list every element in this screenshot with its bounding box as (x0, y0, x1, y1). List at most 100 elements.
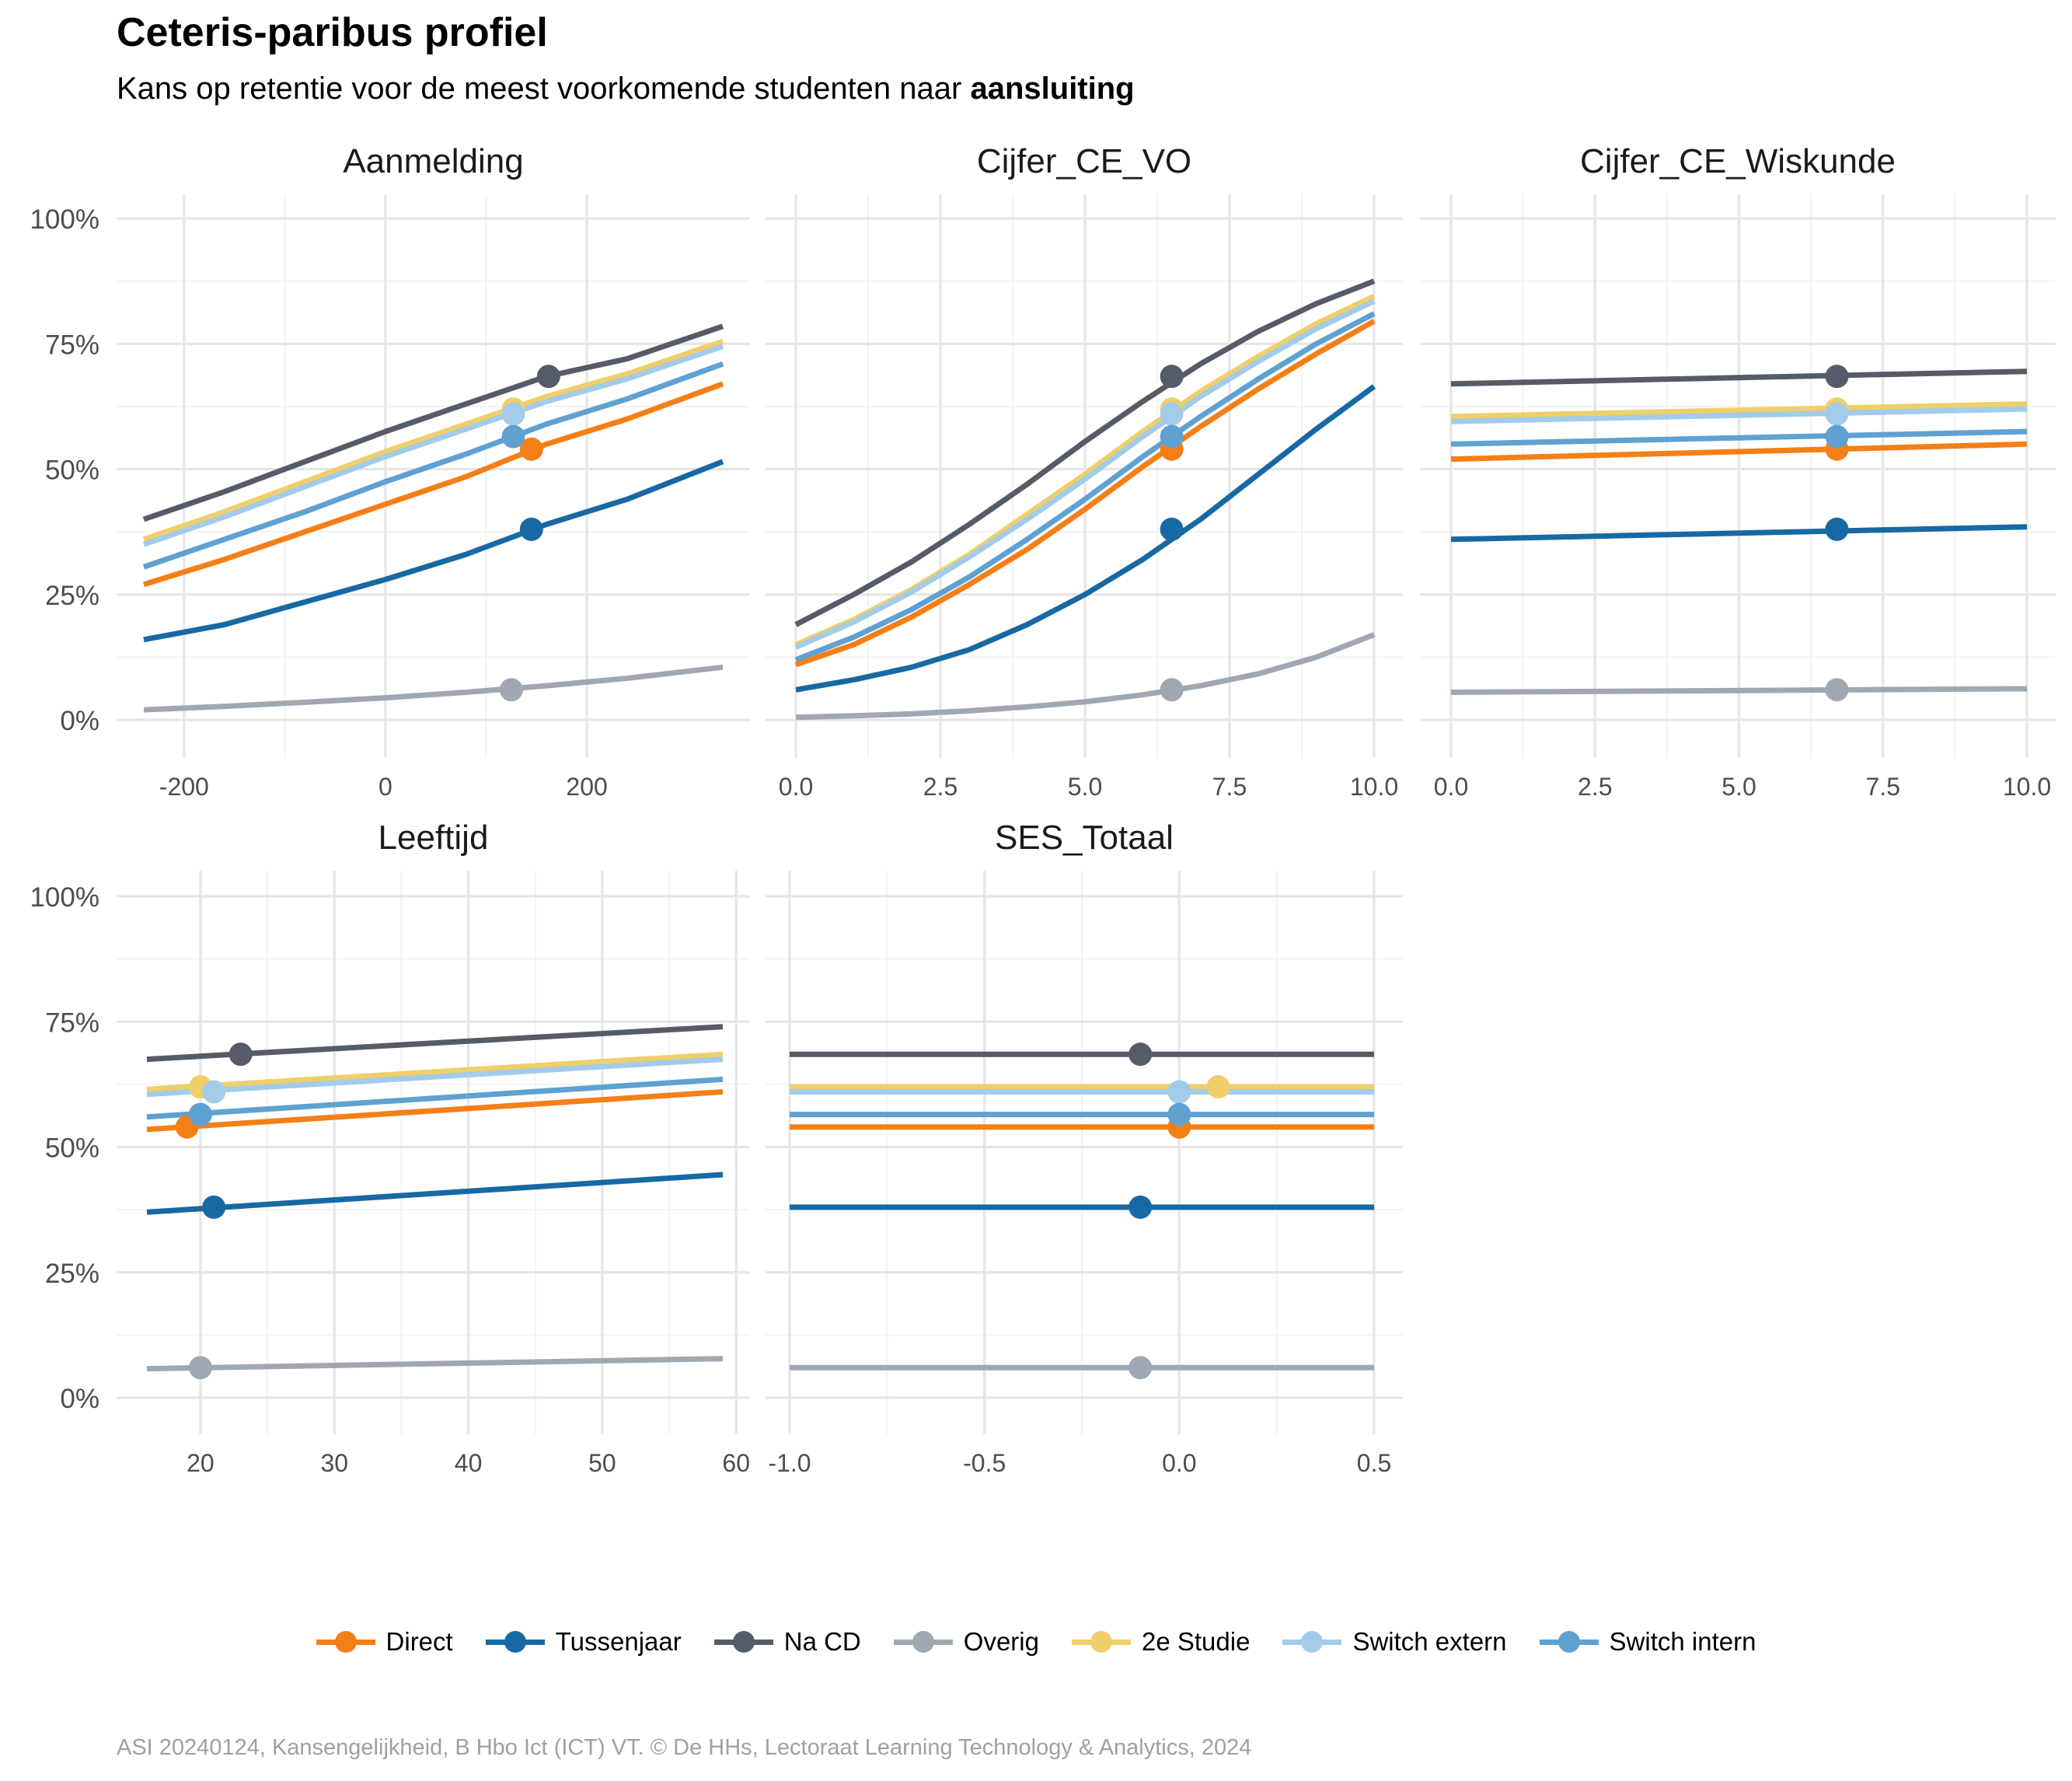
series-line-switch-intern (1450, 428, 2028, 447)
x-tick-label: 50 (588, 1449, 616, 1477)
facet-chart: Aanmelding 0% 25% 50% 75% 100% -200 0 200 Cijfer_… (30, 142, 2056, 1477)
point-switch-intern (188, 1102, 212, 1126)
legend-item-switch-extern: Switch extern (1282, 1626, 1507, 1657)
legend-label: Tussenjaar (555, 1627, 682, 1656)
legend-label: Switch extern (1352, 1627, 1507, 1656)
x-tick-label: 0 (378, 773, 392, 801)
x-tick-label: 10.0 (2003, 773, 2051, 801)
panel-aanmelding: Aanmelding 0% 25% 50% 75% 100% -200 0 200 (30, 142, 750, 801)
point-tussenjaar (1128, 1195, 1153, 1219)
x-tick-label: 0.0 (1434, 773, 1468, 801)
point-na-cd (228, 1042, 253, 1067)
point-tussenjaar (202, 1195, 226, 1219)
point-switch-intern (1160, 424, 1184, 449)
legend-item-switch-intern: Switch intern (1539, 1626, 1756, 1657)
point-tussenjaar (1825, 517, 1849, 541)
panel-title: Cijfer_CE_Wiskunde (1580, 142, 1896, 180)
panel-title: SES_Totaal (995, 819, 1174, 857)
x-tick-label: 30 (320, 1449, 348, 1477)
caption: ASI 20240124, Kansengelijkheid, B Hbo Ic… (117, 1735, 1252, 1760)
x-tick-label: 2.5 (923, 773, 958, 801)
point-overig (188, 1356, 212, 1380)
point-switch-extern (1160, 402, 1184, 426)
y-tick-label: 100% (30, 882, 99, 913)
series-line-switch-extern (146, 1056, 724, 1098)
point-switch-extern (501, 402, 525, 426)
series-line-direct (1450, 441, 2028, 463)
point-direct (519, 437, 543, 461)
legend-key (1539, 1626, 1599, 1657)
x-tick-label: 2.5 (1578, 773, 1612, 801)
point-na-cd (1128, 1042, 1153, 1067)
legend-item-tussenjaar: Tussenjaar (485, 1626, 682, 1657)
panel-cijfer-ce-wiskunde: Cijfer_CE_Wiskunde 0.0 2.5 5.0 7.5 10.0 (1420, 142, 2056, 801)
series-line-2e-studie (142, 338, 724, 543)
point-tussenjaar (1160, 517, 1184, 541)
y-tick-label: 75% (45, 1007, 99, 1038)
series-line-switch-intern (794, 311, 1376, 662)
point-switch-extern (1825, 402, 1849, 426)
series-line-overig (146, 1356, 724, 1372)
series-line-direct (142, 381, 724, 588)
y-tick-label: 0% (60, 1384, 99, 1414)
point-na-cd (1160, 365, 1184, 389)
y-tick-label: 100% (30, 204, 99, 235)
y-tick-label: 50% (45, 456, 99, 486)
panel-leeftijd: Leeftijd 0% 25% 50% 75% 100% 20 30 40 50 60 (30, 819, 750, 1477)
legend-key (893, 1626, 953, 1657)
x-tick-label: 5.0 (1721, 773, 1756, 801)
chart-subtitle: Kans op retentie voor de meest voorkomen… (117, 72, 1135, 107)
series-line-na-cd (1450, 368, 2028, 387)
x-tick-label: 5.0 (1068, 773, 1102, 801)
series-line-tussenjaar (143, 459, 724, 643)
point-switch-intern (1825, 424, 1849, 449)
x-tick-label: -0.5 (963, 1449, 1006, 1477)
series-line-overig (143, 664, 724, 713)
legend-key (1282, 1626, 1342, 1657)
x-tick-label: 0.0 (779, 773, 813, 801)
legend-label: Switch intern (1609, 1627, 1756, 1656)
series-line-switch-intern (142, 361, 724, 570)
series-line-tussenjaar (795, 384, 1376, 693)
panel-title: Cijfer_CE_VO (977, 142, 1191, 180)
point-overig (1128, 1356, 1153, 1380)
point-switch-intern (501, 424, 525, 449)
x-tick-label: 7.5 (1866, 773, 1900, 801)
series-line-overig (795, 632, 1376, 721)
legend: Direct Tussenjaar Na CD Overig 2e Studie Swit… (0, 1626, 2072, 1657)
point-na-cd (1825, 365, 1849, 389)
legend-key (316, 1626, 375, 1657)
point-na-cd (536, 365, 560, 389)
series-line-na-cd (794, 278, 1376, 627)
point-tussenjaar (519, 517, 543, 541)
legend-item-2e-studie: 2e Studie (1071, 1626, 1251, 1657)
x-tick-label: 10.0 (1350, 773, 1398, 801)
series-line-2e-studie (1450, 401, 2028, 420)
panel-ses-totaal: SES_Totaal -1.0 -0.5 0.0 0.5 (766, 819, 1403, 1477)
legend-label: 2e Studie (1141, 1627, 1251, 1656)
panel-title: Aanmelding (343, 142, 523, 180)
y-tick-label: 0% (60, 706, 99, 736)
point-overig (499, 678, 523, 702)
x-tick-label: 7.5 (1212, 773, 1247, 801)
point-switch-extern (202, 1080, 226, 1104)
point-overig (1825, 678, 1849, 702)
x-tick-label: 20 (187, 1449, 215, 1477)
y-tick-label: 75% (45, 330, 99, 360)
x-tick-label: 60 (722, 1449, 750, 1477)
series-line-switch-extern (1450, 406, 2028, 424)
point-2e-studie (1206, 1075, 1230, 1099)
legend-label: Na CD (783, 1627, 861, 1656)
legend-label: Direct (385, 1627, 453, 1656)
x-tick-label: 0.0 (1162, 1449, 1196, 1477)
legend-label: Overig (963, 1627, 1039, 1656)
x-tick-label: -200 (159, 773, 209, 801)
subtitle-text: Kans op retentie voor de meest voorkomen… (117, 72, 971, 106)
series-line-na-cd (142, 323, 724, 522)
series-line-tussenjaar (1450, 524, 2028, 543)
x-tick-label: 200 (566, 773, 607, 801)
series-line-direct (146, 1089, 724, 1133)
chart-title: Ceteris-paribus profiel (117, 10, 548, 55)
x-tick-label: 0.5 (1357, 1449, 1391, 1477)
point-overig (1160, 678, 1184, 702)
